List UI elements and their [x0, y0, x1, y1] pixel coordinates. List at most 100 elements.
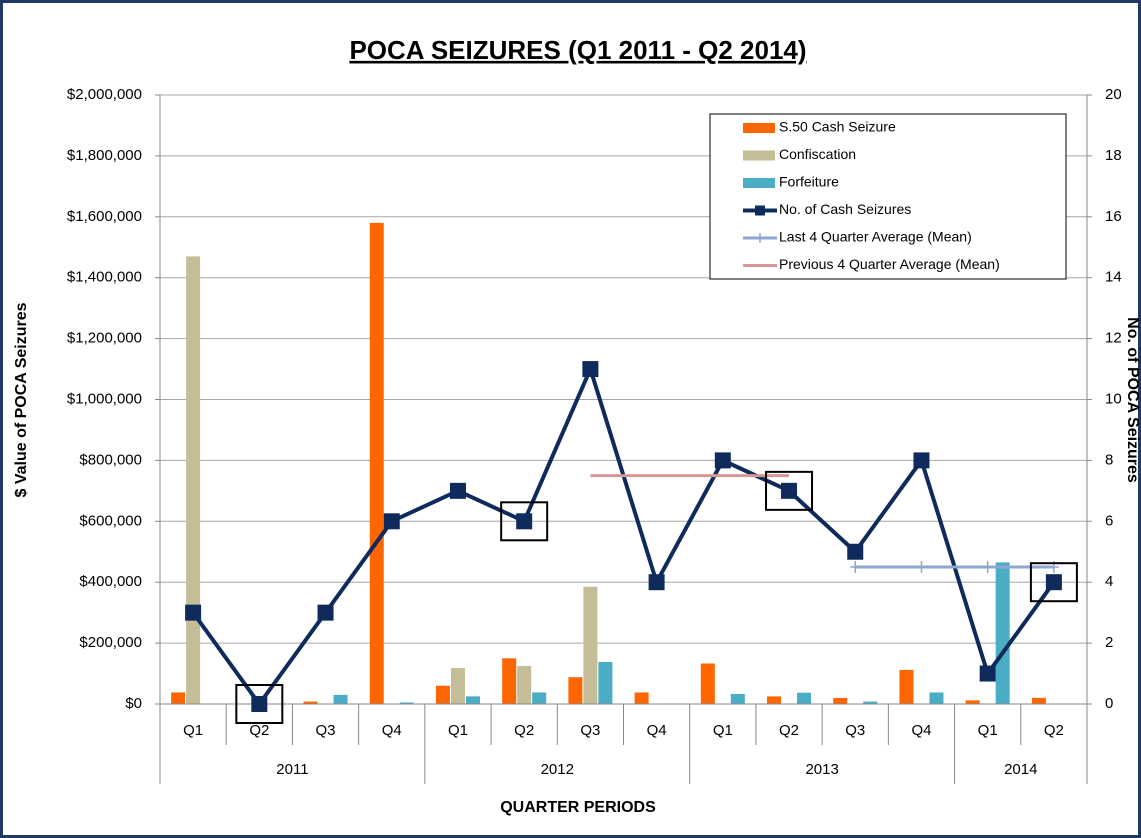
bar	[450, 668, 465, 704]
y2-tick-label: 16	[1105, 208, 1122, 225]
y2-tick-label: 12	[1105, 330, 1122, 347]
y-tick-label: $1,600,000	[67, 208, 142, 225]
point	[916, 560, 927, 573]
point	[714, 452, 731, 469]
point	[251, 696, 268, 712]
bar	[532, 692, 547, 704]
bar	[435, 685, 450, 704]
legend-label: Previous 4 Quarter Average (Mean)	[779, 256, 1000, 272]
highlight-box	[1029, 562, 1078, 603]
y-tick-label: $1,000,000	[67, 390, 142, 407]
x-tick-label: Q1	[713, 722, 733, 739]
legend-label: Last 4 Quarter Average (Mean)	[779, 229, 972, 245]
x-tick-label: Q1	[183, 722, 203, 739]
y-tick-label: $0	[125, 695, 142, 712]
point	[913, 452, 930, 469]
legend-swatch	[743, 178, 775, 188]
x-tick-label: Q3	[845, 722, 865, 739]
y2-tick-label: 8	[1105, 451, 1113, 468]
legend-label: No. of Cash Seizures	[779, 201, 911, 217]
bar	[583, 586, 598, 704]
legend-box	[709, 113, 1067, 280]
y-tick-label: $1,200,000	[67, 330, 142, 347]
y-tick-label: $1,800,000	[67, 147, 142, 164]
x-group-label: 2013	[805, 761, 838, 778]
bar	[369, 222, 384, 704]
point	[449, 482, 466, 499]
y2-axis-title: No. of POCA Seizures	[1124, 317, 1141, 483]
x-group-label: 2011	[276, 761, 308, 778]
legend-marker	[755, 205, 765, 216]
y-tick-label: $1,400,000	[67, 269, 142, 286]
bar	[517, 665, 532, 704]
highlight-box	[235, 684, 284, 724]
bar	[700, 663, 715, 704]
y-tick-label: $400,000	[79, 573, 142, 590]
x-tick-label: Q2	[779, 722, 799, 739]
point	[781, 482, 798, 499]
x-tick-label: Q3	[580, 722, 600, 739]
point	[582, 361, 599, 378]
legend-label: Confiscation	[779, 146, 856, 162]
bar	[995, 562, 1010, 704]
x-tick-label: Q3	[316, 722, 336, 739]
point	[847, 543, 864, 560]
x-tick-label: Q4	[647, 722, 667, 739]
bar	[833, 697, 848, 704]
x-tick-label: Q2	[514, 722, 534, 739]
x-tick-label: Q4	[382, 722, 402, 739]
point	[979, 665, 996, 682]
bar	[598, 661, 613, 704]
x-tick-label: Q1	[978, 722, 998, 739]
highlight-box	[500, 501, 549, 542]
y-axis-title: $ Value of POCA Seizures	[13, 302, 30, 497]
highlight-box	[765, 470, 814, 511]
point	[516, 513, 533, 530]
point	[317, 604, 334, 621]
bar	[186, 256, 201, 704]
legend-swatch	[743, 150, 775, 161]
y-tick-label: $2,000,000	[67, 86, 142, 103]
y2-tick-label: 2	[1105, 634, 1113, 651]
x-tick-label: Q4	[911, 722, 931, 739]
point	[1045, 574, 1062, 591]
point	[185, 604, 202, 621]
y2-tick-label: 6	[1105, 512, 1113, 529]
point	[383, 513, 400, 530]
y2-tick-label: 0	[1105, 695, 1113, 712]
y2-tick-label: 18	[1105, 147, 1122, 164]
bar	[767, 696, 782, 704]
bar	[568, 677, 583, 704]
bar	[634, 692, 649, 704]
y-tick-label: $200,000	[79, 634, 142, 651]
y-tick-label: $600,000	[79, 512, 142, 529]
bar	[333, 694, 348, 704]
legend-swatch	[743, 123, 775, 133]
y2-tick-label: 10	[1105, 390, 1122, 407]
bar	[965, 700, 980, 704]
chart-title: POCA SEIZURES (Q1 2011 - Q2 2014)	[349, 35, 806, 65]
legend-label: S.50 Cash Seizure	[779, 119, 896, 135]
bar	[929, 692, 944, 704]
bar	[502, 658, 517, 704]
y2-tick-label: 20	[1105, 86, 1122, 103]
x-group-label: 2012	[541, 761, 574, 778]
point	[982, 560, 993, 573]
bar	[399, 702, 414, 704]
bar	[303, 701, 318, 704]
x-tick-label: Q1	[448, 722, 468, 739]
bar	[797, 692, 812, 704]
bar	[899, 669, 914, 704]
bar	[171, 692, 186, 704]
y2-tick-label: 4	[1105, 573, 1113, 590]
x-axis-title: QUARTER PERIODS	[500, 799, 656, 816]
y-tick-label: $800,000	[79, 451, 142, 468]
x-group-label: 2014	[1004, 761, 1037, 778]
bar	[465, 696, 480, 704]
point	[850, 560, 861, 573]
bar	[1031, 697, 1046, 704]
point	[648, 574, 665, 591]
y2-tick-label: 14	[1105, 269, 1122, 286]
x-tick-label: Q2	[1044, 722, 1064, 739]
